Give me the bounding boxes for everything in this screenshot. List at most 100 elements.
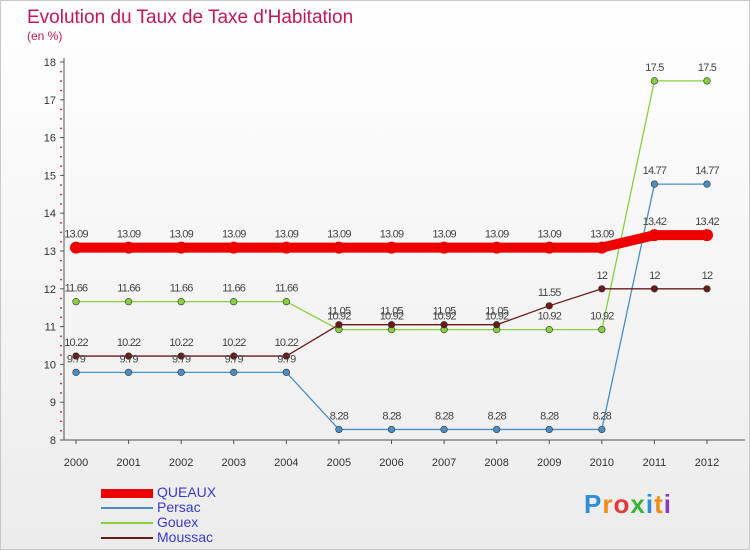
y-minor-tick: [60, 193, 62, 196]
y-tick-label: 9: [50, 397, 56, 409]
data-label: 8.28: [382, 410, 401, 422]
data-point: [703, 77, 711, 85]
y-tick-label: 13: [44, 246, 56, 258]
x-tick-label: 2000: [64, 457, 88, 469]
data-label: 8.28: [435, 410, 454, 422]
logo-letter: r: [602, 489, 614, 519]
data-label: 11.05: [485, 306, 508, 318]
data-point: [650, 77, 659, 85]
y-minor-tick: [60, 118, 62, 120]
chart-unit-label: (en %): [27, 29, 63, 43]
data-label: 9.79: [172, 353, 191, 365]
y-tick-label: 8: [50, 435, 56, 447]
data-label: 13.09: [380, 229, 404, 241]
y-minor-tick: [60, 392, 62, 394]
data-point: [648, 229, 661, 242]
data-point: [332, 241, 345, 254]
y-tick-label: 17: [44, 95, 56, 107]
data-point: [177, 368, 185, 376]
x-tick-label: 2004: [274, 457, 298, 469]
data-point: [703, 180, 711, 188]
y-minor-tick: [60, 297, 62, 300]
y-minor-tick: [60, 259, 62, 262]
data-label: 10.22: [222, 337, 246, 349]
data-label: 13.09: [327, 229, 351, 241]
legend-label: QUEAUX: [157, 484, 217, 500]
data-label: 9.79: [277, 353, 296, 365]
data-point: [598, 285, 606, 293]
y-minor-tick: [60, 70, 62, 73]
data-label: 11.66: [117, 283, 140, 295]
data-label: 13.09: [169, 229, 193, 241]
data-point: [122, 241, 135, 254]
data-label: 8.28: [540, 410, 559, 422]
data-point: [230, 352, 238, 360]
data-point: [387, 321, 396, 329]
data-point: [385, 241, 398, 254]
y-tick-label: 15: [44, 170, 56, 182]
y-minor-tick: [60, 278, 62, 281]
y-minor-tick: [60, 345, 62, 347]
data-label: 12: [649, 270, 660, 282]
data-point: [335, 321, 343, 329]
chart-title: Evolution du Taux de Taxe d'Habitation: [27, 7, 354, 28]
data-point: [72, 368, 80, 376]
data-label: 10.92: [485, 311, 509, 323]
data-point: [650, 285, 659, 293]
data-point: [545, 302, 553, 310]
data-label: 17.5: [698, 62, 717, 74]
data-label: 11.55: [538, 287, 561, 299]
logo-letter: i: [663, 489, 672, 519]
data-point: [230, 298, 238, 306]
data-label: 10.92: [432, 311, 456, 323]
logo-letter: o: [613, 489, 631, 519]
legend-swatch: [101, 537, 153, 539]
data-label: 11.05: [380, 306, 403, 318]
data-point: [72, 352, 80, 360]
data-label: 13.09: [432, 229, 456, 241]
y-tick-label: 10: [44, 359, 56, 371]
legend-swatch: [101, 522, 153, 524]
data-point: [124, 298, 133, 306]
data-point: [650, 180, 659, 188]
data-label: 11.66: [65, 283, 88, 295]
data-point: [440, 425, 448, 434]
data-label: 14.77: [695, 165, 719, 177]
x-tick-label: 2001: [116, 457, 140, 469]
data-point: [440, 321, 448, 329]
legend-label: Gouex: [157, 514, 199, 530]
y-minor-tick: [60, 420, 62, 422]
y-tick-label: 18: [44, 57, 56, 69]
data-label: 13.09: [222, 229, 246, 241]
data-point: [545, 425, 553, 434]
data-point: [177, 298, 185, 306]
x-tick-label: 2007: [432, 457, 456, 469]
legend-swatch: [101, 489, 153, 498]
data-point: [335, 425, 343, 434]
y-minor-tick: [60, 80, 62, 82]
data-label: 10.92: [590, 311, 614, 323]
y-minor-tick: [60, 373, 62, 375]
data-point: [70, 241, 82, 254]
x-tick-label: 2002: [169, 457, 193, 469]
x-tick-label: 2010: [590, 457, 614, 469]
x-tick-label: 2011: [643, 457, 667, 469]
data-point: [72, 298, 80, 306]
data-label: 12: [702, 270, 713, 282]
y-tick-label: 16: [44, 133, 56, 145]
data-point: [124, 368, 133, 376]
data-point: [493, 321, 501, 329]
data-label: 10.22: [169, 337, 193, 349]
data-label: 13.42: [643, 216, 667, 228]
data-label: 9.79: [225, 353, 244, 365]
y-tick-label: 14: [44, 208, 56, 220]
data-label: 12: [597, 270, 608, 282]
data-point: [545, 326, 553, 334]
data-label: 14.77: [643, 165, 667, 177]
x-tick-label: 2003: [222, 457, 246, 469]
y-minor-tick: [60, 146, 62, 148]
data-point: [124, 352, 133, 360]
data-point: [490, 241, 503, 254]
data-label: 10.92: [537, 311, 561, 323]
